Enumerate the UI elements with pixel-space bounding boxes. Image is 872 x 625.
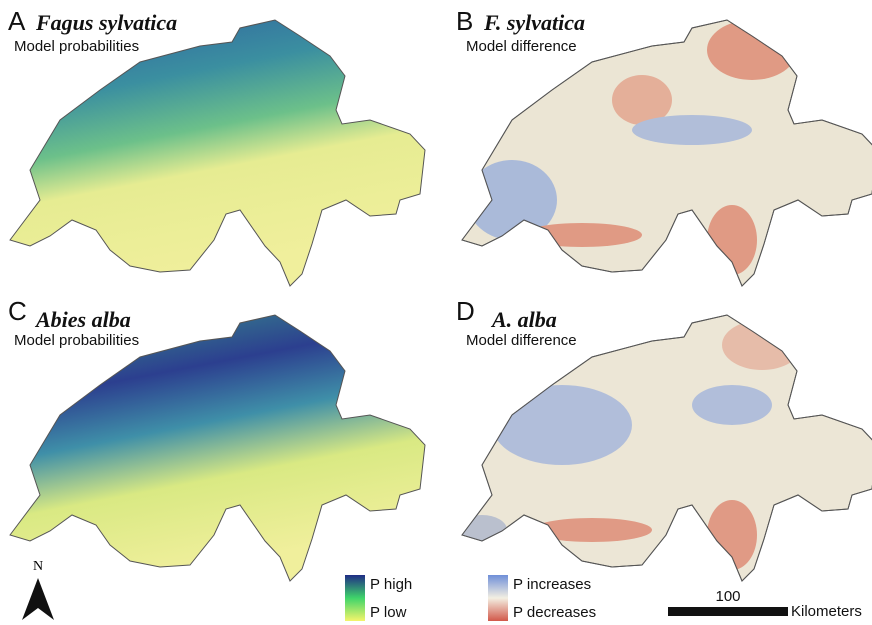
species-name: Fagus sylvatica (35, 10, 177, 35)
panel-subtitle: Model difference (466, 38, 577, 55)
scale-unit: Kilometers (791, 603, 862, 620)
map-d (461, 314, 872, 582)
scale-bar (668, 607, 788, 616)
legend-ramp (345, 575, 365, 621)
map-a (9, 19, 426, 287)
panel-subtitle: Model probabilities (14, 38, 139, 55)
legend-ramp (488, 575, 508, 621)
north-arrow: N (22, 559, 54, 620)
panel-letter: A (8, 6, 26, 36)
legend-label: P increases (513, 576, 591, 593)
panel-letter: D (456, 296, 475, 326)
panel-subtitle: Model probabilities (14, 332, 139, 349)
scale-distance: 100 (715, 588, 740, 605)
panel-letter: C (8, 296, 27, 326)
map-c (9, 314, 426, 582)
north-label: N (33, 559, 43, 574)
legend-label: P high (370, 576, 412, 593)
map-b (461, 19, 872, 287)
panel-letter: B (456, 6, 473, 36)
species-name: Abies alba (34, 307, 131, 332)
panel-subtitle: Model difference (466, 332, 577, 349)
legend-label: P low (370, 604, 407, 621)
species-name: F. sylvatica (483, 10, 585, 35)
legend-label: P decreases (513, 604, 596, 621)
species-name: A. alba (490, 307, 557, 332)
